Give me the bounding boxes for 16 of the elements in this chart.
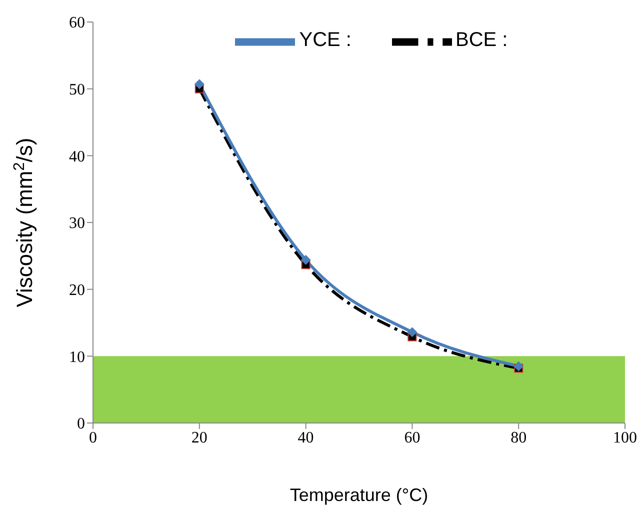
x-tick-label: 60	[404, 429, 420, 446]
y-tick-label: 0	[77, 416, 85, 433]
y-tick-label: 50	[69, 82, 85, 99]
y-tick-label: 10	[69, 348, 85, 366]
x-tick-label: 20	[191, 429, 208, 446]
x-tick-label: 100	[613, 429, 637, 446]
y-tick-label: 40	[69, 148, 85, 166]
x-tick-label: 80	[510, 429, 527, 446]
x-axis-title: Temperature (°C)	[290, 485, 428, 505]
legend-label: YCE :	[299, 28, 352, 51]
y-tick-label: 60	[69, 14, 85, 32]
x-tick-label: 0	[89, 429, 97, 446]
y-tick-label: 20	[69, 282, 85, 300]
legend-label: BCE :	[456, 28, 508, 51]
x-tick-label: 40	[298, 429, 314, 446]
y-tick-label: 30	[69, 215, 85, 232]
